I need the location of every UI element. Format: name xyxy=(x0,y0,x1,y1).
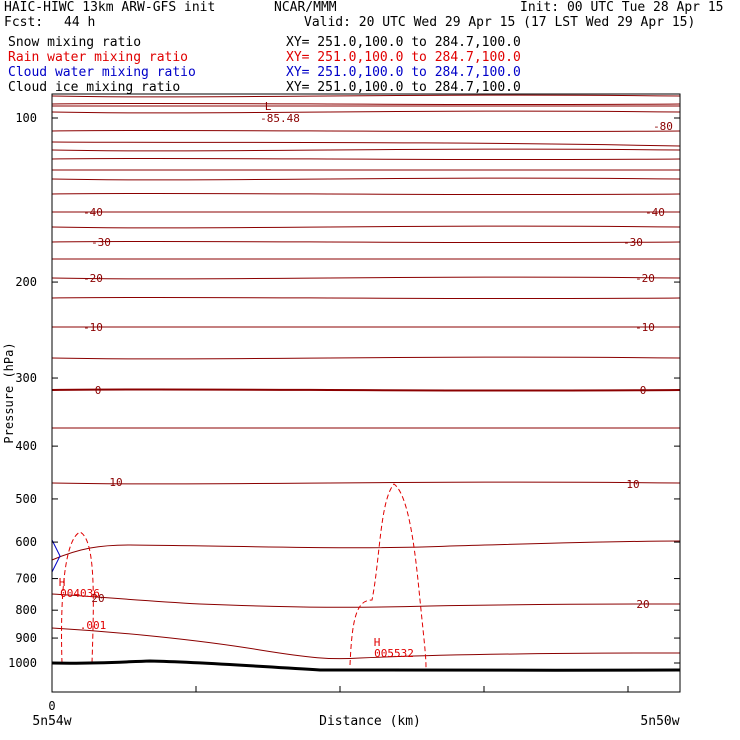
high-value-label: 005532 xyxy=(374,647,414,660)
y-tick-label: 200 xyxy=(15,275,37,289)
temperature-contour xyxy=(51,540,681,561)
temperature-contour xyxy=(51,388,681,392)
contour-label: 10 xyxy=(109,476,122,489)
contour-label: 10 xyxy=(626,478,639,491)
temperature-contour xyxy=(51,356,681,360)
temperature-contour xyxy=(51,258,681,260)
model-title: HAIC-HIWC 13km ARW-GFS init xyxy=(4,0,216,15)
low-value-label: -85.48 xyxy=(260,112,300,125)
plot-frame xyxy=(51,93,681,693)
y-tick-label: 500 xyxy=(15,492,37,506)
temperature-contour xyxy=(51,240,681,244)
temperature-contour xyxy=(51,225,681,229)
temperature-contour xyxy=(51,326,681,328)
fcst-value: 44 h xyxy=(64,15,96,30)
rain-contour xyxy=(349,483,427,669)
contour-label: -40 xyxy=(645,206,665,219)
temperature-contour xyxy=(51,94,681,98)
rain-contour-label: .001 xyxy=(80,619,107,632)
field-xy-cloud-ice: XY= 251.0,100.0 to 284.7,100.0 xyxy=(286,80,521,95)
field-name-cloud-water: Cloud water mixing ratio xyxy=(8,65,196,80)
temperature-contour xyxy=(51,102,681,106)
high-value-label: 004036 xyxy=(60,587,100,600)
contour-label: -10 xyxy=(635,321,655,334)
temperature-contour xyxy=(51,276,681,280)
valid-time: Valid: 20 UTC Wed 29 Apr 15 (17 LST Wed … xyxy=(304,15,696,30)
temperature-contour xyxy=(51,427,681,429)
temperature-contour xyxy=(51,627,681,660)
y-tick-label: 400 xyxy=(15,439,37,453)
y-tick-label: 800 xyxy=(15,603,37,617)
contour-label: -30 xyxy=(623,236,643,249)
fcst-label: Fcst: xyxy=(4,15,44,30)
x-tick-label: 0 xyxy=(48,699,55,713)
contour-label: -40 xyxy=(83,206,103,219)
high-marker: H xyxy=(59,576,66,589)
temperature-contour xyxy=(51,177,681,181)
y-tick-label: 700 xyxy=(15,572,37,586)
y-tick-label: 600 xyxy=(15,535,37,549)
y-axis-label: Pressure (hPa) xyxy=(2,342,16,443)
contour-label: 20 xyxy=(636,598,649,611)
y-tick-label: 100 xyxy=(15,111,37,125)
contour-label: -30 xyxy=(91,236,111,249)
temperature-contour xyxy=(51,141,681,147)
y-tick-label: 300 xyxy=(15,371,37,385)
contour-label: 0 xyxy=(640,384,647,397)
contour-label: -80 xyxy=(653,120,673,133)
high-marker: H xyxy=(374,636,381,649)
init-time: Init: 00 UTC Tue 28 Apr 15 xyxy=(520,0,724,15)
temperature-contour xyxy=(51,211,681,213)
temperature-contour xyxy=(51,192,681,196)
field-name-snow: Snow mixing ratio xyxy=(8,35,142,50)
low-marker: L xyxy=(265,100,272,113)
field-xy-rain: XY= 251.0,100.0 to 284.7,100.0 xyxy=(286,50,521,65)
temperature-contour xyxy=(51,481,681,485)
x-end-label-left: 5n54w xyxy=(32,714,71,729)
temperature-contour xyxy=(51,148,681,152)
temperature-contour xyxy=(51,157,681,161)
contour-label: -20 xyxy=(83,272,103,285)
field-xy-cloud-water: XY= 251.0,100.0 to 284.7,100.0 xyxy=(286,65,521,80)
contour-label: -10 xyxy=(83,321,103,334)
cloud-water-contour xyxy=(51,539,61,573)
org-label: NCAR/MMM xyxy=(274,0,337,15)
y-tick-label: 1000 xyxy=(8,656,37,670)
contour-label: -20 xyxy=(635,272,655,285)
field-xy-snow: XY= 251.0,100.0 to 284.7,100.0 xyxy=(286,35,521,50)
terrain-line xyxy=(51,659,681,672)
temperature-contour xyxy=(51,296,681,300)
contour-label: 0 xyxy=(95,384,102,397)
temperature-contour xyxy=(51,593,681,608)
contour-label: 20 xyxy=(91,592,104,605)
field-name-rain: Rain water mixing ratio xyxy=(8,50,189,65)
temperature-contour xyxy=(51,110,681,114)
temperature-contour xyxy=(51,129,681,133)
field-name-cloud-ice: Cloud ice mixing ratio xyxy=(8,80,181,95)
x-end-label-right: 5n50w xyxy=(640,714,679,729)
temperature-contour xyxy=(51,169,681,171)
temperature-contour xyxy=(51,105,681,107)
y-tick-label: 900 xyxy=(15,631,37,645)
x-axis-label: Distance (km) xyxy=(319,714,421,729)
